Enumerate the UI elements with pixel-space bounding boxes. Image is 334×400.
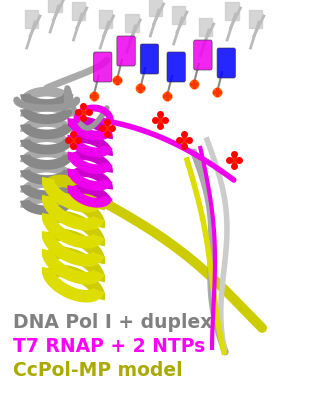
FancyBboxPatch shape xyxy=(194,40,212,70)
Text: DNA Pol I + duplex: DNA Pol I + duplex xyxy=(13,312,213,332)
Bar xyxy=(25,10,38,28)
Bar xyxy=(149,0,162,16)
Text: CcPol-MP model: CcPol-MP model xyxy=(13,360,183,380)
Bar xyxy=(125,14,139,32)
Bar xyxy=(99,10,112,28)
Bar xyxy=(199,18,212,36)
Bar xyxy=(249,10,262,28)
FancyBboxPatch shape xyxy=(117,36,135,66)
FancyBboxPatch shape xyxy=(217,48,235,78)
Text: T7 RNAP + 2 NTPs: T7 RNAP + 2 NTPs xyxy=(13,336,206,356)
Bar xyxy=(225,2,239,20)
FancyBboxPatch shape xyxy=(167,52,185,82)
FancyBboxPatch shape xyxy=(140,44,159,74)
Bar xyxy=(172,6,185,24)
Bar xyxy=(72,2,85,20)
Bar xyxy=(48,0,62,12)
FancyBboxPatch shape xyxy=(94,52,112,82)
